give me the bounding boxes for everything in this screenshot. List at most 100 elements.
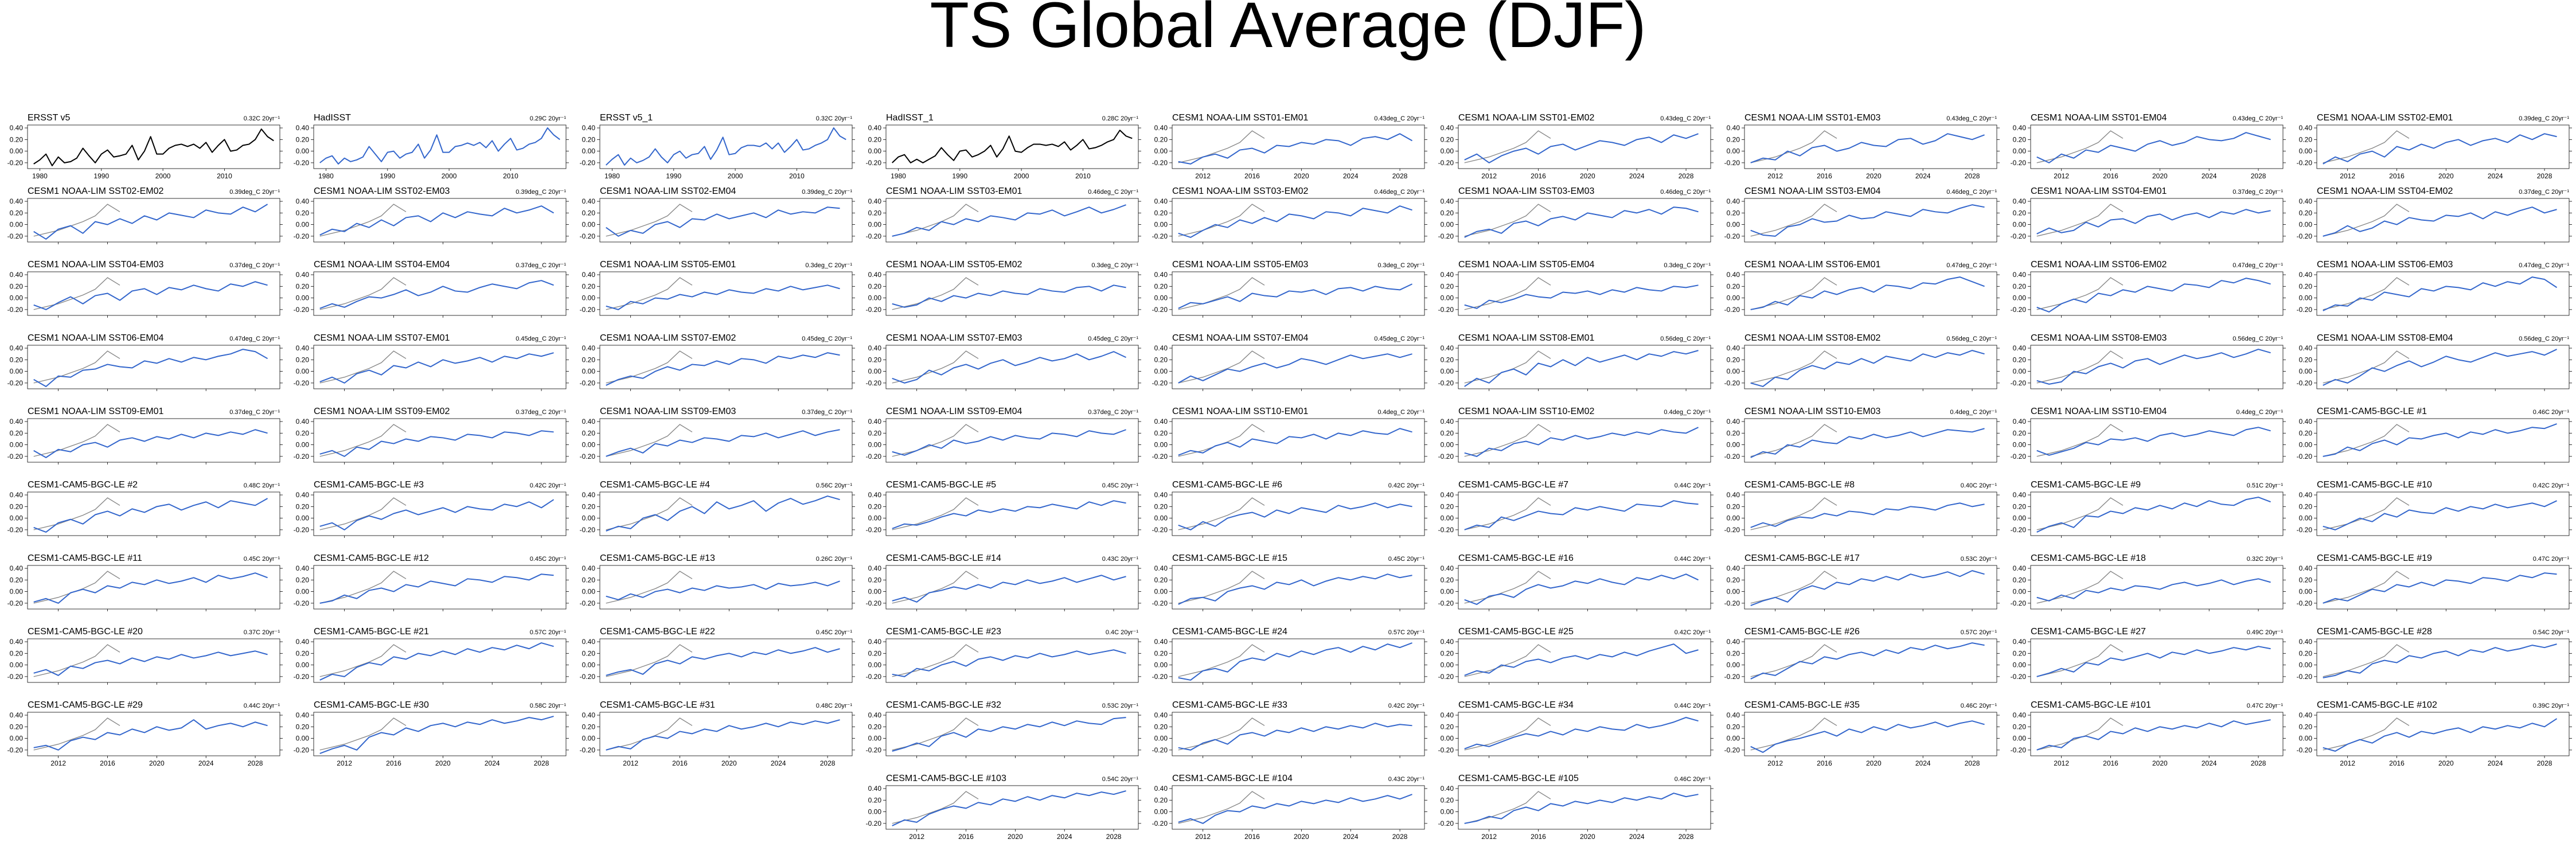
y-tick-label: 0.20 [1727,209,1740,217]
series-line [1178,353,1412,384]
plot-frame [1458,271,1711,316]
x-tick-label: 2020 [1866,172,1882,180]
y-tick-label: 0.00 [2299,441,2313,449]
y-tick-label: 0.00 [868,661,882,669]
y-tick-label: 0.40 [582,491,596,499]
y-tick-label: -0.20 [2297,306,2313,314]
series-line [319,716,554,754]
y-tick-label: -0.20 [580,306,596,314]
y-tick-label: -0.20 [1724,306,1740,314]
series-line [892,351,1126,384]
trend-label: 0.39C 20yr⁻¹ [2533,702,2570,709]
trend-label: 0.56deg_C 20yr⁻¹ [2232,335,2283,342]
plot-frame [27,491,280,536]
trend-label: 0.56deg_C 20yr⁻¹ [2519,335,2569,342]
plot-frame [1744,491,1997,536]
trend-label: 0.45C 20yr⁻¹ [244,556,280,563]
y-tick-label: -0.20 [294,306,310,314]
trend-label: 0.44C 20yr⁻¹ [1675,702,1711,709]
trend-label: 0.39deg_C 20yr⁻¹ [229,189,280,196]
y-tick-label: 0.00 [1727,735,1740,743]
y-tick-label: -0.20 [580,379,596,387]
y-tick-label: 0.00 [868,808,882,816]
panel-title: ERSST v5 [28,113,71,123]
y-tick-label: -0.20 [2011,599,2027,607]
y-tick-label: 0.20 [2013,209,2027,217]
plot-frame [1458,565,1711,610]
trend-label: 0.46deg_C 20yr⁻¹ [1374,189,1424,196]
y-tick-label: 0.00 [2013,514,2027,522]
panel-title: CESM1 NOAA-LIM SST06-EM02 [2031,260,2167,270]
y-tick-label: 0.20 [296,723,310,731]
y-tick-label: -0.20 [580,452,596,460]
panel-title: CESM1-CAM5-BGC-LE #101 [2031,700,2151,710]
y-tick-label: 0.20 [296,282,310,290]
reference-line [1464,644,1551,677]
x-tick-label: 2028 [1965,172,1980,180]
y-tick-label: 0.20 [1727,282,1740,290]
panel-title: CESM1-CAM5-BGC-LE #19 [2317,553,2432,563]
panel-title: CESM1 NOAA-LIM SST08-EM04 [2317,333,2453,343]
y-tick-label: 0.40 [868,491,882,499]
trend-label: 0.37deg_C 20yr⁻¹ [516,262,566,269]
trend-label: 0.42C 20yr⁻¹ [530,482,567,489]
y-tick-label: 0.20 [582,502,596,510]
y-tick-label: 0.00 [1154,514,1168,522]
x-tick-label: 2012 [1481,833,1497,841]
y-tick-label: 0.00 [582,368,596,376]
x-tick-label: 2016 [100,759,115,767]
y-tick-label: 0.40 [2299,638,2313,646]
y-tick-label: 0.20 [10,723,24,731]
y-tick-label: 0.40 [2013,564,2027,572]
y-tick-label: 0.20 [2013,502,2027,510]
trend-label: 0.37deg_C 20yr⁻¹ [229,409,280,416]
x-tick-label: 2028 [2251,759,2266,767]
y-tick-label: 0.40 [868,711,882,719]
y-tick-label: 0.20 [10,135,24,143]
y-tick-label: 0.20 [2013,429,2027,437]
y-tick-label: 0.40 [1441,638,1454,646]
plot-frame [27,712,280,756]
y-tick-label: 0.20 [1441,356,1454,364]
reference-line [2036,717,2124,751]
trend-label: 0.37deg_C 20yr⁻¹ [516,409,566,416]
reference-line [892,571,979,604]
plot-frame [599,198,853,243]
y-tick-label: -0.20 [1438,379,1454,387]
reference-line [606,497,693,530]
series-line [1750,204,1985,237]
x-tick-label: 1980 [32,172,48,180]
y-tick-label: -0.20 [294,379,310,387]
series-line [892,204,1126,237]
series-line [892,790,1126,826]
series-line [892,717,1126,752]
x-tick-label: 1980 [318,172,334,180]
y-tick-label: -0.20 [294,673,310,681]
y-tick-label: -0.20 [2297,232,2313,240]
trend-label: 0.3deg_C 20yr⁻¹ [1091,262,1138,269]
trend-label: 0.4deg_C 20yr⁻¹ [1950,409,1997,416]
reference-line [319,644,407,677]
reference-line [33,424,120,457]
x-tick-label: 2024 [1343,172,1359,180]
series-line [1464,206,1699,238]
plot-frame [27,198,280,243]
plot-frame [599,565,853,610]
panel-title: CESM1-CAM5-BGC-LE #32 [886,700,1001,710]
panel-title: CESM1-CAM5-BGC-LE #16 [1458,553,1574,563]
plot-frame [599,712,853,756]
y-tick-label: 0.00 [296,147,310,155]
y-tick-label: -0.20 [1724,452,1740,460]
reference-line [1750,717,1837,751]
y-tick-label: 0.40 [1441,197,1454,205]
panel-title: CESM1 NOAA-LIM SST10-EM03 [1744,407,1881,416]
y-tick-label: 0.40 [1154,784,1168,793]
y-tick-label: 0.20 [2299,649,2313,657]
plot-frame [1744,638,1997,683]
y-tick-label: 0.20 [868,723,882,731]
x-tick-label: 2024 [485,759,500,767]
y-tick-label: 0.20 [868,209,882,217]
y-tick-label: 0.20 [1727,356,1740,364]
trend-label: 0.43deg_C 20yr⁻¹ [1946,115,1997,122]
y-tick-label: 0.20 [296,576,310,584]
